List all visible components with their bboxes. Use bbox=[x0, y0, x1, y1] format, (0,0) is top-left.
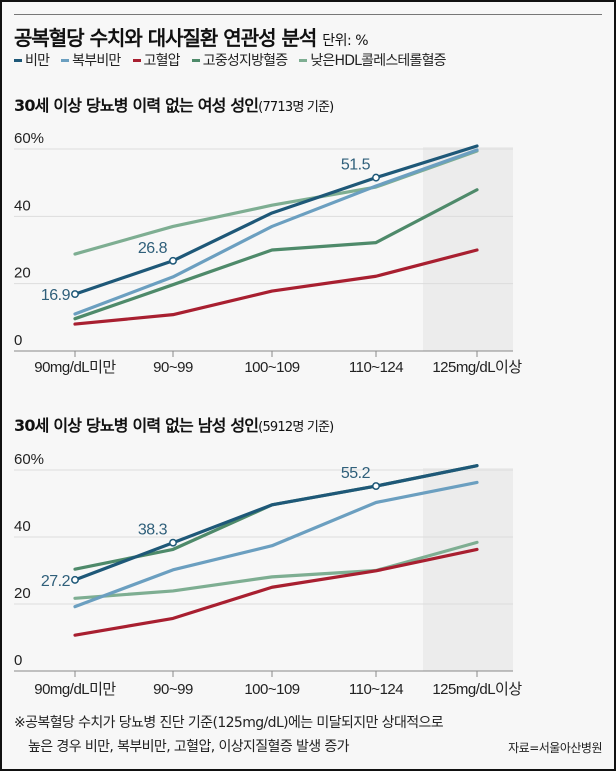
title-text: 공복혈당 수치와 대사질환 연관성 분석 bbox=[14, 26, 317, 50]
series-line-비만 bbox=[73, 144, 479, 296]
data-label: 26.8 bbox=[138, 240, 168, 257]
legend-item-triglyceride: 고중성지방혈증 bbox=[191, 50, 288, 70]
x-tick-label: 90mg/dL미만 bbox=[34, 681, 116, 698]
data-point-marker bbox=[71, 290, 79, 299]
data-label: 16.9 bbox=[41, 287, 71, 304]
x-tick-label: 90~99 bbox=[153, 681, 193, 698]
series-line-고중성지방혈증 bbox=[73, 188, 479, 321]
x-tick-label: 110~124 bbox=[349, 359, 403, 376]
top-divider bbox=[14, 14, 602, 15]
chart-2-title-text: 30세 이상 당뇨병 이력 없는 남성 성인 bbox=[14, 416, 259, 435]
y-tick-label: 20 bbox=[14, 585, 31, 602]
x-tick-label: 100~109 bbox=[244, 681, 299, 698]
y-tick-label: 60% bbox=[14, 451, 44, 468]
source-label: 자료=서울아산병원 bbox=[508, 741, 602, 755]
series-line-고혈압 bbox=[73, 547, 479, 637]
x-tick-label: 100~109 bbox=[244, 359, 299, 376]
legend-label: 고중성지방혈증 bbox=[202, 53, 288, 69]
legend-label: 낮은HDL콜레스테롤혈증 bbox=[310, 53, 446, 69]
legend-swatch bbox=[61, 58, 70, 62]
legend-item-hypertension: 고혈압 bbox=[132, 50, 181, 70]
data-label: 51.5 bbox=[341, 157, 371, 174]
data-label: 27.2 bbox=[41, 573, 71, 590]
data-point-marker bbox=[169, 538, 177, 547]
x-tick-label: 90~99 bbox=[153, 359, 193, 376]
x-tick-label: 90mg/dL미만 bbox=[34, 359, 116, 376]
legend-swatch bbox=[191, 58, 200, 62]
data-label: 38.3 bbox=[138, 522, 168, 539]
data-label: 55.2 bbox=[341, 465, 371, 482]
series-line-복부비만 bbox=[73, 480, 479, 609]
series-line-고중성지방혈증 bbox=[73, 464, 479, 571]
chart-2-title: 30세 이상 당뇨병 이력 없는 남성 성인(5912명 기준) bbox=[14, 412, 334, 436]
y-tick-label: 60% bbox=[14, 130, 44, 147]
chart-1-note: (7713명 기준) bbox=[258, 100, 334, 115]
data-point-marker bbox=[372, 482, 380, 491]
chart-1-title-text: 30세 이상 당뇨병 이력 없는 여성 성인 bbox=[14, 96, 259, 115]
legend-label: 고혈압 bbox=[143, 53, 181, 69]
chart-1-title: 30세 이상 당뇨병 이력 없는 여성 성인(7713명 기준) bbox=[14, 92, 334, 116]
legend-item-abdominal: 복부비만 bbox=[61, 50, 121, 70]
legend-item-low-hdl: 낮은HDL콜레스테롤혈증 bbox=[299, 50, 447, 70]
series-line-고혈압 bbox=[73, 248, 479, 326]
legend-swatch bbox=[299, 58, 308, 62]
y-tick-label: 0 bbox=[14, 332, 22, 349]
legend-label: 비만 bbox=[25, 53, 50, 69]
series-line-비만 bbox=[73, 464, 479, 582]
x-tick-label: 110~124 bbox=[349, 681, 403, 698]
series-line-낮은HDL콜레스테롤혈증 bbox=[73, 540, 479, 600]
series-line-복부비만 bbox=[73, 148, 479, 316]
legend-item-obesity: 비만 bbox=[14, 50, 50, 70]
chart-2-note: (5912명 기준) bbox=[258, 420, 334, 435]
highlight-band bbox=[423, 468, 513, 671]
x-tick-label: 125mg/dL이상 bbox=[432, 359, 522, 376]
y-tick-label: 40 bbox=[14, 518, 31, 535]
data-point-marker bbox=[71, 575, 79, 584]
page-title: 공복혈당 수치와 대사질환 연관성 분석 단위: % bbox=[14, 22, 368, 51]
x-tick-label: 125mg/dL이상 bbox=[432, 681, 522, 698]
footnote-line-2: 높은 경우 비만, 복부비만, 고혈압, 이상지질혈증 발생 증가 bbox=[28, 739, 350, 755]
unit-label: 단위: % bbox=[322, 33, 368, 49]
data-point-marker bbox=[169, 256, 177, 265]
y-tick-label: 0 bbox=[14, 652, 22, 669]
footnote-line-1: ※공복혈당 수치가 당뇨병 진단 기준(125mg/dL)에는 미달되지만 상대… bbox=[14, 715, 444, 731]
legend-swatch bbox=[132, 58, 141, 62]
legend-swatch bbox=[14, 58, 22, 62]
highlight-band bbox=[423, 147, 513, 351]
y-tick-label: 40 bbox=[14, 197, 31, 214]
legend-label: 복부비만 bbox=[72, 53, 121, 69]
legend: 비만 복부비만 고혈압 고중성지방혈증 낮은HDL콜레스테롤혈증 bbox=[14, 50, 447, 70]
data-point-marker bbox=[372, 173, 380, 182]
y-tick-label: 20 bbox=[14, 265, 31, 282]
